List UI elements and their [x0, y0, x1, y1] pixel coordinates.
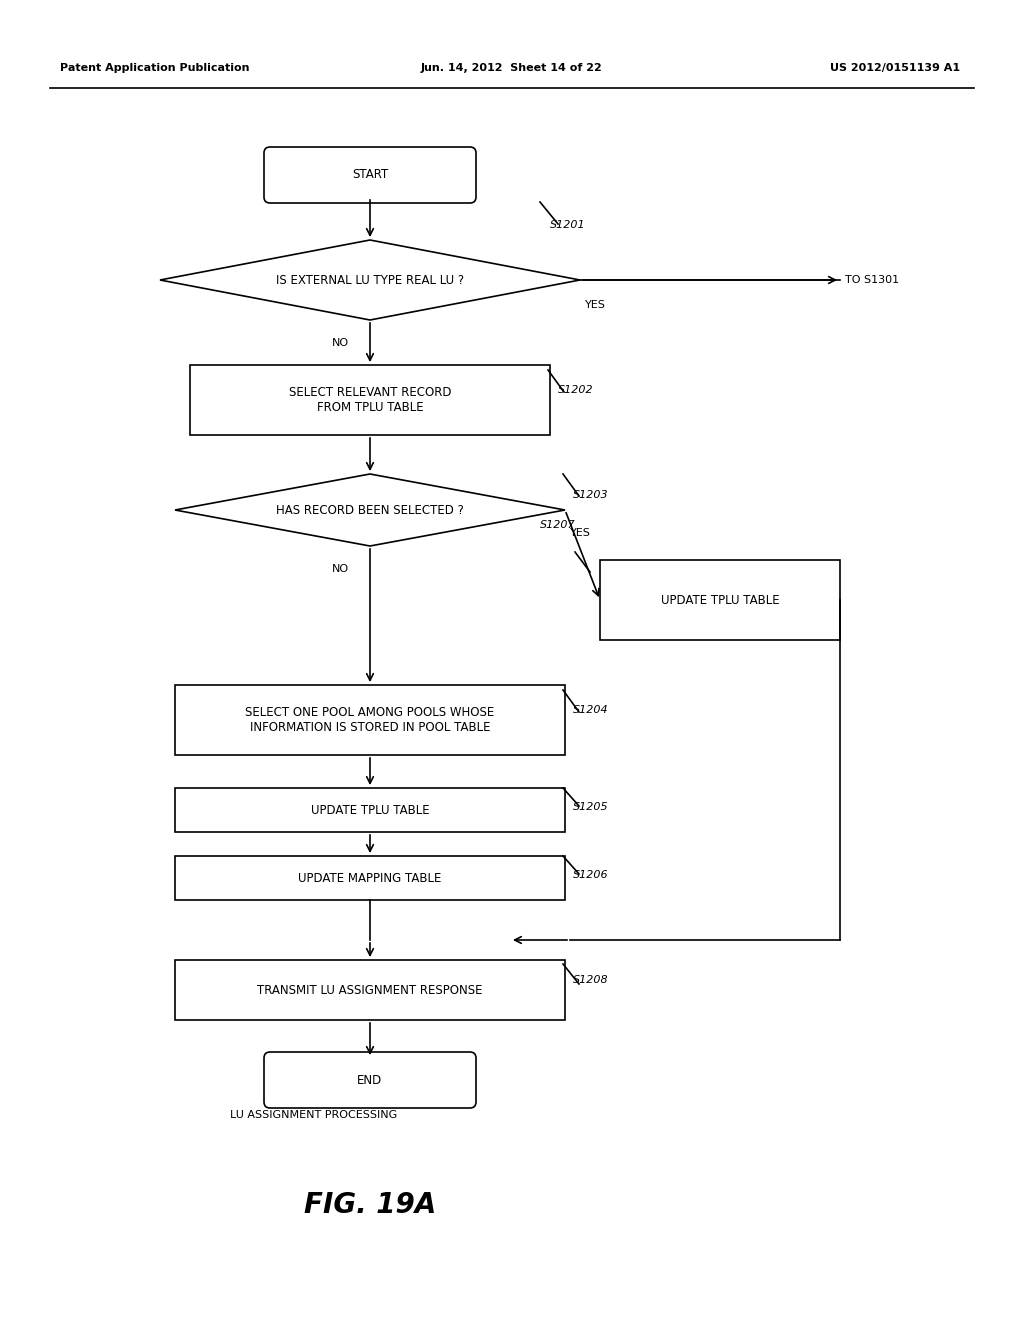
- Text: HAS RECORD BEEN SELECTED ?: HAS RECORD BEEN SELECTED ?: [276, 503, 464, 516]
- Text: LU ASSIGNMENT PROCESSING: LU ASSIGNMENT PROCESSING: [230, 1110, 397, 1119]
- Text: UPDATE TPLU TABLE: UPDATE TPLU TABLE: [660, 594, 779, 606]
- Text: UPDATE MAPPING TABLE: UPDATE MAPPING TABLE: [298, 871, 441, 884]
- Text: S1204: S1204: [573, 705, 608, 715]
- Text: END: END: [357, 1073, 383, 1086]
- Text: SELECT ONE POOL AMONG POOLS WHOSE
INFORMATION IS STORED IN POOL TABLE: SELECT ONE POOL AMONG POOLS WHOSE INFORM…: [246, 706, 495, 734]
- Text: NO: NO: [332, 338, 348, 348]
- Text: S1201: S1201: [550, 220, 586, 230]
- Text: Patent Application Publication: Patent Application Publication: [60, 63, 250, 73]
- Text: S1208: S1208: [573, 975, 608, 985]
- Text: US 2012/0151139 A1: US 2012/0151139 A1: [829, 63, 961, 73]
- Text: FIG. 19A: FIG. 19A: [304, 1191, 436, 1218]
- Text: IS EXTERNAL LU TYPE REAL LU ?: IS EXTERNAL LU TYPE REAL LU ?: [275, 273, 464, 286]
- Text: S1202: S1202: [558, 385, 594, 395]
- Polygon shape: [160, 240, 580, 319]
- Text: YES: YES: [585, 300, 606, 310]
- Text: S1207: S1207: [540, 520, 575, 531]
- FancyBboxPatch shape: [264, 1052, 476, 1107]
- Bar: [175, 685, 565, 755]
- Bar: [600, 560, 840, 640]
- Text: TRANSMIT LU ASSIGNMENT RESPONSE: TRANSMIT LU ASSIGNMENT RESPONSE: [257, 983, 482, 997]
- Text: SELECT RELEVANT RECORD
FROM TPLU TABLE: SELECT RELEVANT RECORD FROM TPLU TABLE: [289, 385, 452, 414]
- Polygon shape: [175, 474, 565, 546]
- Text: S1206: S1206: [573, 870, 608, 880]
- Text: START: START: [352, 169, 388, 181]
- Bar: [175, 960, 565, 1020]
- FancyBboxPatch shape: [264, 147, 476, 203]
- Text: YES: YES: [570, 528, 591, 539]
- Text: S1203: S1203: [573, 490, 608, 500]
- Text: NO: NO: [332, 564, 348, 574]
- Text: TO S1301: TO S1301: [845, 275, 899, 285]
- Bar: [175, 855, 565, 900]
- Text: UPDATE TPLU TABLE: UPDATE TPLU TABLE: [310, 804, 429, 817]
- Bar: [190, 366, 550, 436]
- Bar: [175, 788, 565, 832]
- Text: S1205: S1205: [573, 803, 608, 812]
- Text: Jun. 14, 2012  Sheet 14 of 22: Jun. 14, 2012 Sheet 14 of 22: [421, 63, 603, 73]
